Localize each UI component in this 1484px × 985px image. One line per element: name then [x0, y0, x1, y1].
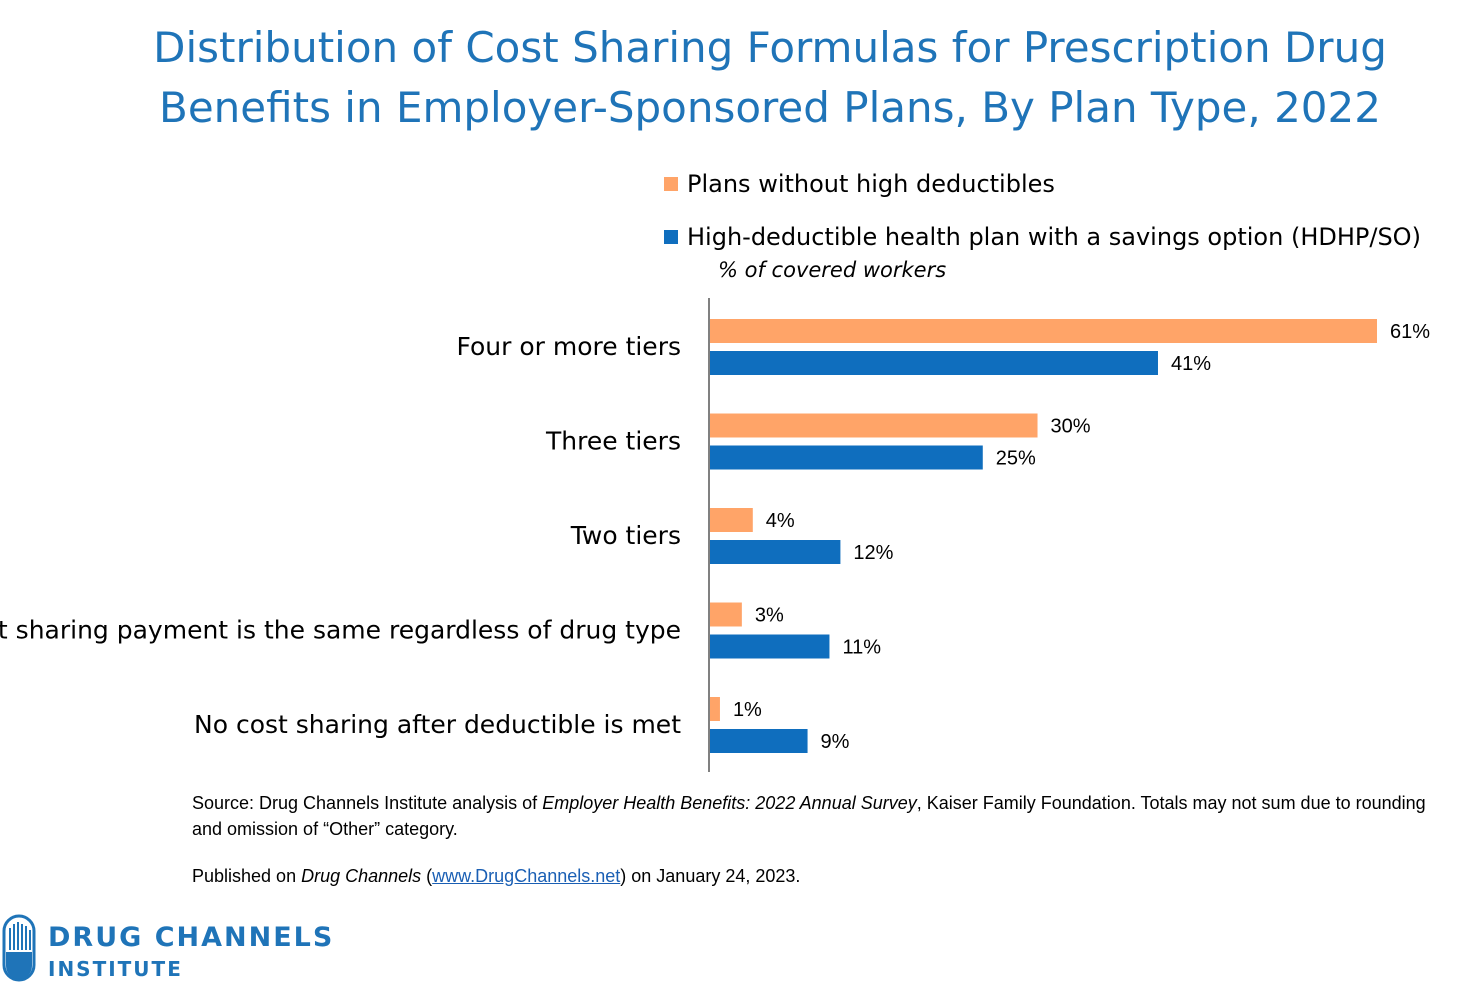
bar: [709, 729, 808, 753]
unit-note: % of covered workers: [718, 258, 947, 282]
drug-channels-institute-logo: DRUG CHANNELS INSTITUTE: [0, 912, 340, 984]
bar: [709, 413, 1038, 438]
data-label: 11%: [842, 637, 881, 659]
category-label: Four or more tiers: [456, 332, 681, 361]
drugchannels-link[interactable]: www.DrugChannels.net: [432, 866, 621, 886]
data-label: 3%: [755, 605, 784, 627]
data-label: 12%: [853, 542, 893, 564]
category-label: Two tiers: [570, 521, 681, 550]
bar: [709, 319, 1377, 343]
legend-item-plans-without-high-deductibles: Plans without high deductibles: [664, 170, 1055, 198]
bar: [709, 697, 720, 721]
data-label: 30%: [1051, 416, 1091, 438]
data-label: 61%: [1390, 321, 1430, 343]
bar: [709, 508, 753, 532]
logo-text-institute: INSTITUTE: [48, 957, 183, 981]
published-italic: Drug Channels: [301, 866, 422, 886]
legend-item-hdhp-so: High-deductible health plan with a savin…: [664, 223, 1421, 251]
bar: [709, 351, 1158, 375]
category-label: No cost sharing after deductible is met: [194, 710, 681, 739]
legend-swatch-blue: [664, 230, 678, 244]
published-suffix: ) on January 24, 2023.: [620, 866, 801, 886]
bar: [709, 602, 742, 627]
data-label: 9%: [821, 731, 850, 753]
published-open: (: [421, 866, 433, 886]
legend-label: Plans without high deductibles: [687, 170, 1055, 198]
source-suffix: , Kaiser Family Foundation. Totals may n…: [192, 793, 1426, 839]
category-label: Three tiers: [545, 427, 681, 456]
chart-title-line2: Benefits in Employer-Sponsored Plans, By…: [159, 83, 1381, 132]
data-label: 1%: [733, 699, 762, 721]
data-label: 4%: [766, 510, 795, 532]
bar: [709, 445, 983, 470]
published-note: Published on Drug Channels (www.DrugChan…: [192, 866, 800, 887]
bar: [709, 634, 830, 659]
bar: [709, 540, 841, 564]
source-note: Source: Drug Channels Institute analysis…: [192, 790, 1432, 842]
logo-text-drug-channels: DRUG CHANNELS: [48, 922, 335, 953]
legend-label: High-deductible health plan with a savin…: [687, 223, 1421, 251]
source-title: Employer Health Benefits: 2022 Annual Su…: [542, 793, 917, 813]
bar-chart: Four or more tiers 61% 41% Three tiers 30% 25…: [0, 298, 1430, 772]
published-prefix: Published on: [192, 866, 302, 886]
chart-title-line1: Distribution of Cost Sharing Formulas fo…: [153, 23, 1387, 72]
legend-swatch-orange: [664, 177, 678, 191]
logo-mark-icon: [2, 914, 36, 982]
category-label: Cost sharing payment is the same regardl…: [0, 616, 681, 645]
data-label: 41%: [1171, 353, 1211, 375]
data-label: 25%: [996, 448, 1036, 470]
source-prefix: Source: Drug Channels Institute analysis…: [192, 793, 543, 813]
